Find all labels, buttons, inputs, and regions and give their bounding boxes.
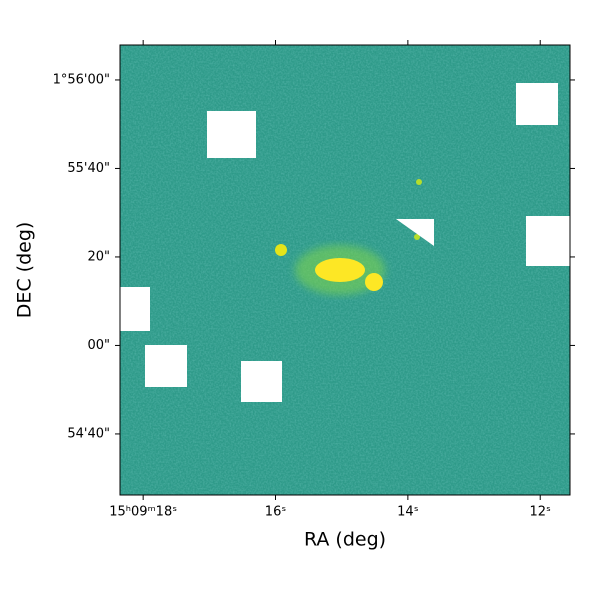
- x-tick-label: 15ʰ09ᵐ18ˢ: [109, 505, 177, 520]
- x-tick-label: 14ˢ: [397, 505, 419, 520]
- frame: [119, 44, 571, 496]
- y-tick-label: 00": [87, 338, 110, 353]
- y-tick-label: 20": [87, 249, 110, 264]
- y-tick-label: 1°56'00": [53, 72, 110, 87]
- x-tick-label: 16ˢ: [265, 505, 287, 520]
- y-tick-label: 54'40": [67, 426, 110, 441]
- y-axis-label: DEC (deg): [14, 222, 36, 319]
- image: [120, 45, 570, 495]
- x-tick-label: 12ˢ: [530, 505, 552, 520]
- x-axis-label: RA (deg): [304, 529, 386, 551]
- y-tick-label: 55'40": [67, 161, 110, 176]
